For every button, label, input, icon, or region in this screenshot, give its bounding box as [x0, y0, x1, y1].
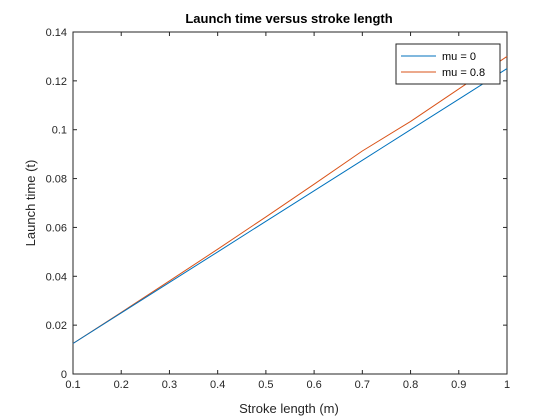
- y-tick-label: 0.04: [46, 271, 67, 283]
- x-tick-label: 0.3: [162, 379, 177, 391]
- plot-area: 0.1 0.2 0.3 0.4 0.5 0.6 0.7 0.8 0.9 1 0 0.02 0.04 0.0…: [46, 27, 510, 391]
- x-tick-label: 0.1: [65, 379, 80, 391]
- x-tick-label: 0.5: [258, 379, 273, 391]
- y-tick-label: 0.06: [46, 222, 67, 234]
- series-line-mu-0-8: [72, 55, 508, 344]
- x-tick-label: 1: [504, 379, 510, 391]
- x-tick-label: 0.6: [306, 379, 321, 391]
- legend: mu = 0 mu = 0.8: [395, 43, 501, 85]
- x-tick-label: 0.9: [451, 379, 466, 391]
- x-tick-label: 0.7: [355, 379, 370, 391]
- series-line-mu-0: [72, 68, 508, 344]
- legend-box: [395, 43, 501, 85]
- chart-title: Launch time versus stroke length: [185, 11, 392, 26]
- y-tick-label: 0.12: [46, 76, 67, 88]
- x-axis-label: Stroke length (m): [239, 401, 339, 416]
- y-tick-label: 0.08: [46, 174, 67, 186]
- x-tick-label: 0.2: [114, 379, 129, 391]
- legend-label: mu = 0.8: [442, 67, 485, 79]
- legend-label: mu = 0: [442, 51, 476, 63]
- axes-box: [72, 31, 508, 375]
- x-tick-label: 0.4: [210, 379, 225, 391]
- y-tick-label: 0: [61, 369, 67, 381]
- y-tick-label: 0.02: [46, 320, 67, 332]
- y-tick-label: 0.1: [52, 125, 67, 137]
- y-axis-label: Launch time (t): [23, 160, 38, 247]
- y-tick-label: 0.14: [46, 27, 67, 39]
- x-tick-label: 0.8: [403, 379, 418, 391]
